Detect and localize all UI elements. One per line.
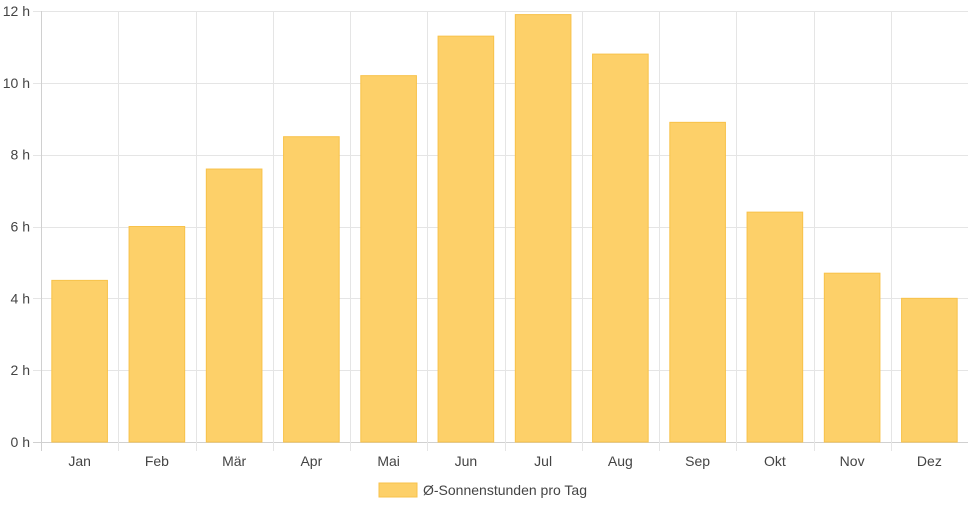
bar-mai[interactable] bbox=[360, 75, 417, 443]
y-tick-label: 10 h bbox=[3, 75, 30, 91]
x-tick-label: Mär bbox=[222, 453, 246, 469]
x-tick-label: Feb bbox=[145, 453, 169, 469]
y-tick-label: 12 h bbox=[3, 3, 30, 19]
legend-swatch[interactable] bbox=[378, 482, 418, 498]
y-tick-label: 0 h bbox=[11, 434, 30, 450]
bar-apr[interactable] bbox=[283, 136, 340, 443]
x-tick-label: Jun bbox=[455, 453, 478, 469]
legend[interactable]: Ø-Sonnenstunden pro Tag bbox=[378, 482, 587, 498]
x-tick-label: Jul bbox=[534, 453, 552, 469]
x-tick-label: Nov bbox=[840, 453, 865, 469]
x-tick-label: Okt bbox=[764, 453, 786, 469]
y-tick-label: 4 h bbox=[11, 290, 30, 306]
bar-feb[interactable] bbox=[128, 226, 186, 443]
x-tick-label: Dez bbox=[917, 453, 942, 469]
bar-dez[interactable] bbox=[901, 297, 958, 443]
y-tick-label: 8 h bbox=[11, 147, 30, 163]
bar-jul[interactable] bbox=[514, 14, 572, 443]
bar-okt[interactable] bbox=[746, 211, 804, 443]
legend-label[interactable]: Ø-Sonnenstunden pro Tag bbox=[423, 482, 587, 498]
bar-mär[interactable] bbox=[205, 168, 263, 443]
x-axis: Jan Feb Mär Apr Mai Jun Jul Aug Sep Okt Nov Dez bbox=[68, 453, 941, 469]
y-tick-label: 6 h bbox=[11, 219, 30, 235]
grid-lines bbox=[33, 11, 968, 451]
bar-nov[interactable] bbox=[823, 272, 881, 443]
x-tick-label: Apr bbox=[300, 453, 322, 469]
bar-jan[interactable] bbox=[51, 279, 108, 443]
x-tick-label: Jan bbox=[68, 453, 91, 469]
x-tick-label: Aug bbox=[608, 453, 633, 469]
x-tick-label: Sep bbox=[685, 453, 710, 469]
y-axis: 0 h 2 h 4 h 6 h 8 h 10 h 12 h bbox=[3, 3, 30, 450]
x-tick-label: Mai bbox=[377, 453, 400, 469]
bar-series bbox=[51, 14, 958, 443]
bar-jun[interactable] bbox=[437, 35, 495, 443]
bar-sep[interactable] bbox=[669, 121, 726, 443]
bar-aug[interactable] bbox=[592, 53, 649, 443]
y-tick-label: 2 h bbox=[11, 362, 30, 378]
